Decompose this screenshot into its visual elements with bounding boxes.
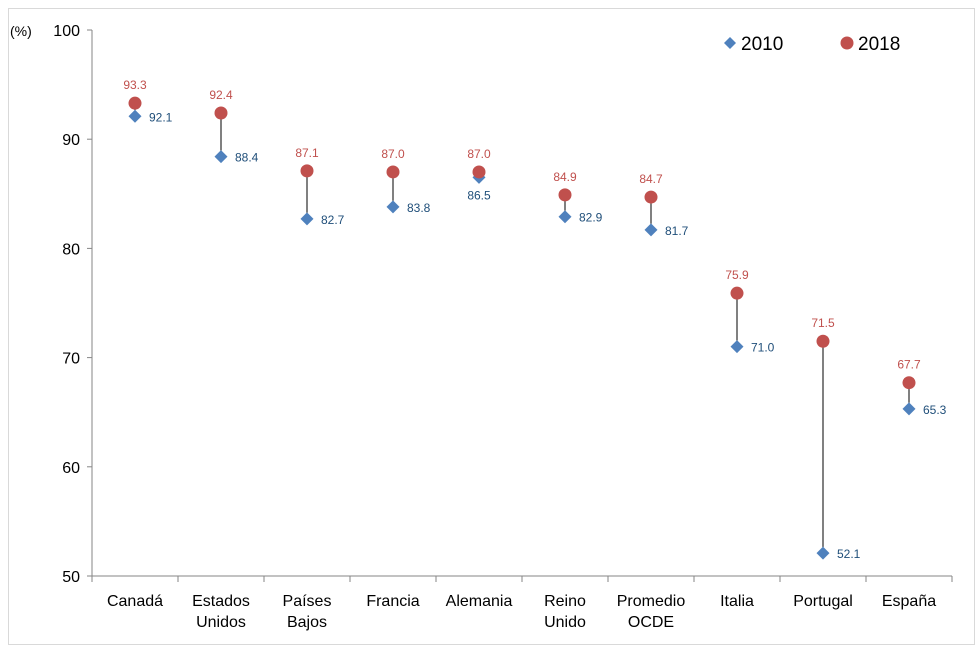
legend-marker-2010 bbox=[724, 37, 736, 49]
data-label-2018: 92.4 bbox=[209, 88, 233, 102]
data-label-2010: 52.1 bbox=[837, 547, 861, 561]
markers bbox=[128, 96, 916, 560]
data-label-2018: 87.0 bbox=[381, 147, 405, 161]
marker-2018 bbox=[902, 376, 916, 390]
y-tick-label: 90 bbox=[62, 132, 80, 149]
y-tick-label: 100 bbox=[53, 23, 80, 40]
x-category-label: Países Bajos bbox=[283, 593, 332, 631]
y-tick-label: 70 bbox=[62, 351, 80, 368]
x-category-label: Portugal bbox=[793, 593, 853, 610]
data-label-2018: 84.9 bbox=[553, 170, 577, 184]
x-category-label: Promedio OCDE bbox=[617, 593, 686, 631]
data-label-2018: 71.5 bbox=[811, 316, 835, 330]
y-unit-label: (%) bbox=[10, 23, 32, 39]
y-tick-label: 60 bbox=[62, 460, 80, 477]
data-label-2010: 82.9 bbox=[579, 211, 603, 225]
marker-2010 bbox=[730, 340, 744, 354]
data-label-2018: 87.1 bbox=[295, 146, 319, 160]
legend-label-2010: 2010 bbox=[741, 34, 783, 55]
x-category-label: Italia bbox=[720, 593, 754, 610]
axes: 50 60 70 80 90 100 Canadá Estados Unidos Países Ba… bbox=[53, 23, 953, 631]
data-label-2018: 87.0 bbox=[467, 147, 491, 161]
data-labels: 92.1 88.4 82.7 83.8 86.5 82.9 81.7 71.0 52.1 65.3… bbox=[123, 78, 946, 561]
marker-2010 bbox=[816, 546, 830, 560]
x-category-label: Reino Unido bbox=[544, 593, 586, 631]
data-label-2010: 65.3 bbox=[923, 403, 947, 417]
marker-2018 bbox=[730, 286, 744, 300]
legend-label-2018: 2018 bbox=[858, 34, 900, 55]
x-category-label: Estados Unidos bbox=[192, 593, 250, 631]
x-category-label: España bbox=[882, 593, 936, 610]
x-category-label: Alemania bbox=[446, 593, 513, 610]
marker-2018 bbox=[300, 164, 314, 178]
marker-2018 bbox=[214, 106, 228, 120]
data-label-2018: 67.7 bbox=[897, 358, 921, 372]
y-tick-label: 50 bbox=[62, 569, 80, 586]
marker-2010 bbox=[300, 212, 314, 226]
marker-2010 bbox=[214, 150, 228, 164]
data-label-2018: 84.7 bbox=[639, 172, 663, 186]
marker-2018 bbox=[128, 96, 142, 110]
marker-2010 bbox=[558, 210, 572, 224]
connector-lines bbox=[134, 103, 910, 554]
data-label-2010: 88.4 bbox=[235, 151, 259, 165]
marker-2010 bbox=[386, 200, 400, 214]
legend: 2010 2018 bbox=[724, 34, 900, 55]
chart-border bbox=[8, 8, 975, 645]
x-category-label: Francia bbox=[366, 593, 419, 610]
marker-2010 bbox=[902, 402, 916, 416]
data-label-2010: 92.1 bbox=[149, 110, 173, 124]
marker-2018 bbox=[472, 165, 486, 179]
data-label-2010: 86.5 bbox=[467, 188, 491, 202]
data-label-2010: 82.7 bbox=[321, 213, 345, 227]
data-label-2010: 81.7 bbox=[665, 224, 689, 238]
marker-2010 bbox=[128, 109, 142, 123]
x-category-label: Canadá bbox=[107, 593, 163, 610]
marker-2018 bbox=[816, 334, 830, 348]
legend-marker-2018 bbox=[840, 36, 854, 50]
data-label-2010: 83.8 bbox=[407, 201, 431, 215]
marker-2010 bbox=[644, 223, 658, 237]
data-label-2018: 75.9 bbox=[725, 268, 749, 282]
data-label-2010: 71.0 bbox=[751, 341, 775, 355]
y-tick-label: 80 bbox=[62, 241, 80, 258]
marker-2018 bbox=[558, 188, 572, 202]
data-label-2018: 93.3 bbox=[123, 78, 147, 92]
marker-2018 bbox=[386, 165, 400, 179]
marker-2018 bbox=[644, 190, 658, 204]
